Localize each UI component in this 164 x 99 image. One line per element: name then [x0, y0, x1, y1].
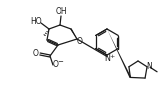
Text: N: N: [147, 62, 153, 71]
Polygon shape: [107, 29, 131, 78]
Text: O: O: [53, 60, 59, 69]
Text: N: N: [105, 54, 110, 63]
Polygon shape: [70, 29, 77, 39]
Text: OH: OH: [55, 7, 67, 16]
Text: O: O: [77, 37, 83, 46]
Text: HO: HO: [30, 17, 42, 26]
Text: O: O: [33, 49, 39, 58]
Text: +: +: [109, 54, 114, 59]
Text: −: −: [58, 59, 63, 66]
